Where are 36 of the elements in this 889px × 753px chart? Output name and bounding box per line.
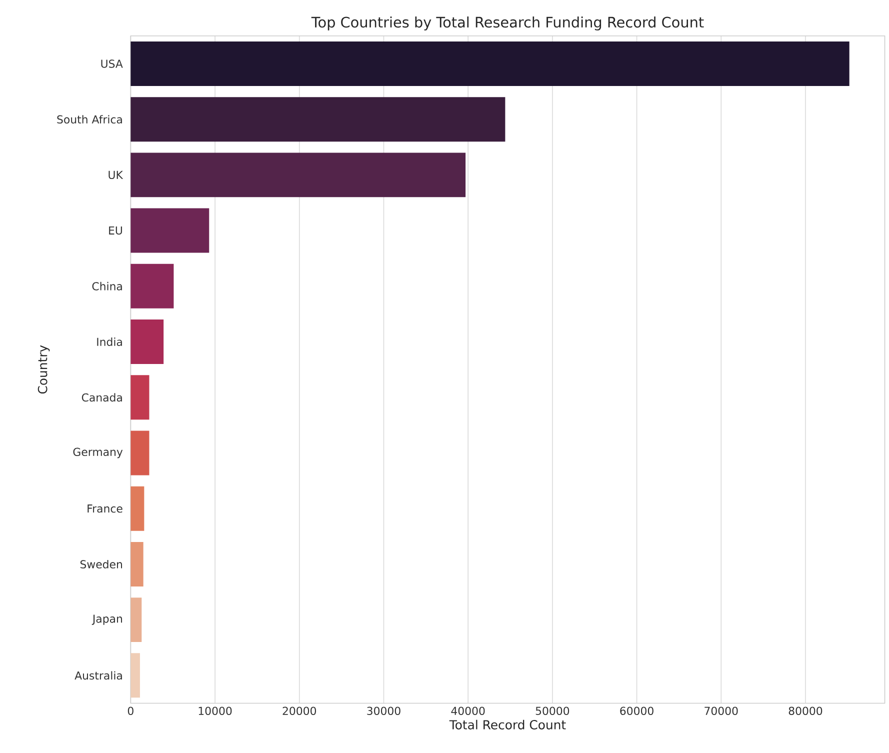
x-tick-label: 30000 xyxy=(367,706,400,715)
x-tick-label: 50000 xyxy=(536,706,570,715)
bar xyxy=(130,41,850,86)
bar xyxy=(130,375,150,420)
x-tick-label: 60000 xyxy=(620,706,654,715)
y-tick-label: India xyxy=(97,337,122,346)
x-tick-label: 0 xyxy=(128,706,134,715)
y-tick-label: USA xyxy=(101,60,123,68)
y-tick-label: Japan xyxy=(92,614,122,625)
y-tick-label: Canada xyxy=(82,393,122,402)
y-tick-label: China xyxy=(92,282,122,290)
bar xyxy=(130,542,144,586)
bar xyxy=(130,486,144,531)
x-tick-label: 10000 xyxy=(198,706,232,715)
y-axis-title: Country xyxy=(38,345,50,394)
y-tick-label: Germany xyxy=(73,448,123,458)
bar xyxy=(130,598,142,642)
y-tick-label: South Africa xyxy=(57,115,122,124)
y-tick-label: France xyxy=(88,504,122,513)
bar xyxy=(130,152,466,198)
x-tick-label: 80000 xyxy=(788,706,822,715)
x-tick-label: 70000 xyxy=(704,706,738,715)
x-tick-label: 20000 xyxy=(282,706,316,715)
chart-title: Top Countries by Total Research Funding Record Count xyxy=(311,16,704,30)
y-tick-label: Australia xyxy=(74,671,122,680)
bar xyxy=(130,430,150,476)
y-tick-label: EU xyxy=(109,226,122,235)
bar xyxy=(130,264,174,308)
bar xyxy=(130,319,164,364)
bar xyxy=(130,208,210,253)
bar xyxy=(130,653,140,698)
y-tick-label: Sweden xyxy=(80,560,122,568)
x-tick-label: 40000 xyxy=(451,706,485,715)
y-tick-label: UK xyxy=(108,170,124,179)
x-axis-title: Total Record Count xyxy=(449,720,566,730)
bar xyxy=(130,97,506,142)
